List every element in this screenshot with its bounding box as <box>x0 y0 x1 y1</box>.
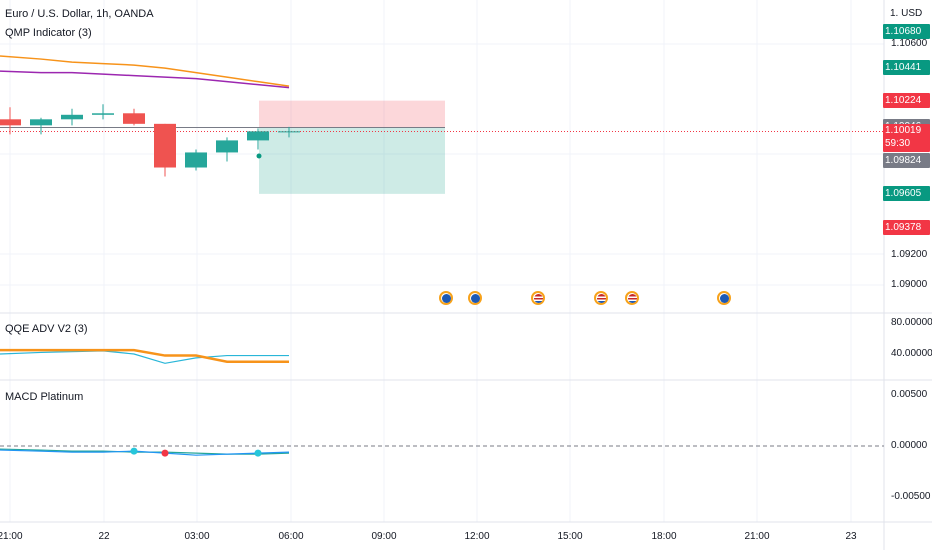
us-event-icon[interactable] <box>531 291 545 305</box>
symbol-legend[interactable]: Euro / U.S. Dollar, 1h, OANDA <box>5 8 154 20</box>
price-tick-label: 1.10600 <box>891 38 928 49</box>
price-tag[interactable]: 1.09378 <box>883 220 930 236</box>
bar-countdown: 59:30 <box>885 137 911 149</box>
candle-body <box>154 123 176 168</box>
time-tick-label: 03:00 <box>184 531 210 542</box>
price-tag[interactable]: 1.09824 <box>883 152 930 168</box>
price-tag-value: 1.10019 <box>885 124 922 136</box>
candle-body <box>0 119 21 126</box>
macd-cross-dot <box>130 447 138 455</box>
time-tick-label: 22 <box>98 531 110 542</box>
candle-body <box>216 140 238 153</box>
price-tag[interactable]: 1.10441 <box>883 59 930 75</box>
time-tick-label: 21:00 <box>0 531 23 542</box>
time-tick-label: 15:00 <box>557 531 583 542</box>
signal-dot <box>256 153 262 159</box>
qqe-tick-label: 40.00000 <box>891 348 932 359</box>
price-tick-label: 1.09200 <box>891 248 928 260</box>
time-tick-label: 12:00 <box>464 531 490 542</box>
time-tick-label: 23 <box>845 531 857 542</box>
price-tick-label: 1.09000 <box>891 279 928 290</box>
us-event-icon[interactable] <box>625 291 639 305</box>
macd-cross-dot <box>161 449 169 457</box>
macd-legend[interactable]: MACD Platinum <box>5 391 84 403</box>
candle-body <box>92 113 114 115</box>
currency-label[interactable]: 1. USD <box>890 8 923 19</box>
price-tag[interactable]: 1.10019 59:30 <box>883 123 930 152</box>
time-tick-label: 06:00 <box>278 531 304 542</box>
ma-orange-line <box>0 55 290 87</box>
qqe-tick-label: 80.00000 <box>891 317 932 328</box>
position-stop-zone <box>259 100 445 128</box>
macd-tick-label: 0.00000 <box>891 440 928 451</box>
ma-purple-line <box>0 70 290 89</box>
candle-body <box>278 131 300 133</box>
candle-body <box>30 119 52 126</box>
candle-body <box>61 114 83 120</box>
qqe-fast-line <box>0 350 289 364</box>
macd-line <box>0 449 290 456</box>
candle-body <box>185 152 207 168</box>
candle-body <box>247 131 269 141</box>
eu-event-icon[interactable] <box>439 291 453 305</box>
indicator-legend[interactable]: QMP Indicator (3) <box>5 27 92 39</box>
qqe-legend[interactable]: QQE ADV V2 (3) <box>5 323 88 335</box>
eu-event-icon[interactable] <box>717 291 731 305</box>
price-tag[interactable]: 1.10680 <box>883 23 930 39</box>
time-tick-label: 09:00 <box>371 531 397 542</box>
time-tick-label: 18:00 <box>651 531 677 542</box>
us-event-icon[interactable] <box>594 291 608 305</box>
qqe-slow-line <box>0 348 289 363</box>
candle-body <box>123 113 145 124</box>
position-target-zone <box>259 127 445 194</box>
macd-cross-dot <box>254 449 262 457</box>
price-tag[interactable]: 1.10224 <box>883 92 930 108</box>
macd-tick-label: 0.00500 <box>891 389 928 400</box>
eu-event-icon[interactable] <box>468 291 482 305</box>
time-tick-label: 21:00 <box>744 531 770 542</box>
price-tag[interactable]: 1.09605 <box>883 185 930 201</box>
macd-tick-label: -0.00500 <box>891 491 931 502</box>
